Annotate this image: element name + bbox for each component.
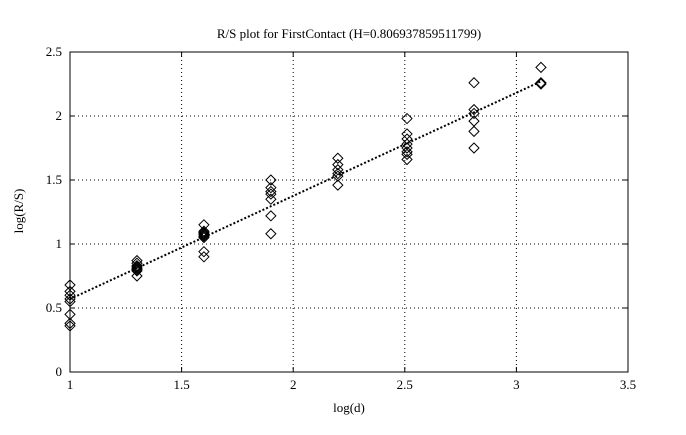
data-point [64,295,76,308]
data-point [468,142,480,154]
x-tick-label: 1.5 [173,377,189,392]
grid-lines [70,52,628,372]
y-tick-label: 2 [56,108,63,123]
data-point [468,107,480,120]
tick-labels: 1 1.5 2 2.5 3 3.5 0 0.5 1 1.5 2 2.5 [46,44,636,392]
data-point [198,245,210,258]
data-point [131,263,143,276]
axes [69,51,629,373]
data-point [131,270,143,282]
data-point [265,174,277,186]
data-point [265,210,277,222]
data-point [131,265,143,277]
data-point [468,125,480,138]
data-point [401,112,413,125]
data-point [64,317,76,330]
data-point [131,262,143,275]
data-point [198,228,210,240]
data-point [131,257,143,269]
y-tick-label: 1.5 [46,172,62,187]
data-point [401,148,413,161]
data-point [332,179,344,191]
data-point [401,146,413,158]
data-point [468,77,480,89]
fit-line-group [69,80,542,300]
data-point [64,293,76,305]
data-point [332,158,344,171]
data-point [332,164,344,176]
x-tick-label: 1 [67,377,74,392]
data-point [265,185,277,198]
fit-line [69,80,542,300]
data-point [265,181,277,194]
data-point [64,320,76,332]
data-point [198,230,210,243]
x-axis-label: log(d) [333,400,365,415]
data-point [265,228,277,240]
x-tick-label: 2.5 [397,377,413,392]
data-point [265,193,277,205]
y-tick-label: 1 [56,236,63,251]
data-point [401,133,413,145]
data-point [198,231,210,244]
data-point [198,229,210,241]
data-point [535,61,547,74]
data-point [401,142,413,154]
data-point [64,289,76,301]
y-tick-label: 0.5 [46,300,62,315]
data-point [401,153,413,166]
data-point [332,170,344,182]
y-tick-label: 0 [56,364,63,379]
data-point [468,103,480,116]
data-point [332,152,344,164]
data-point [535,77,547,89]
y-tick-label: 2.5 [46,44,62,59]
x-tick-label: 3 [513,377,520,392]
data-point [64,308,76,321]
data-point [198,251,210,263]
data-point [535,78,547,90]
data-point [468,115,480,127]
data-point [332,167,344,180]
x-tick-label: 2 [290,377,297,392]
chart-title: R/S plot for FirstContact (H=0.806937859… [217,26,481,41]
data-point [265,188,277,200]
plot-frame [69,51,629,373]
y-axis-label: log(R/S) [11,189,26,234]
data-point [131,261,143,273]
data-point [198,225,210,237]
data-points [64,61,547,332]
data-point [198,226,210,239]
x-tick-label: 3.5 [620,377,636,392]
